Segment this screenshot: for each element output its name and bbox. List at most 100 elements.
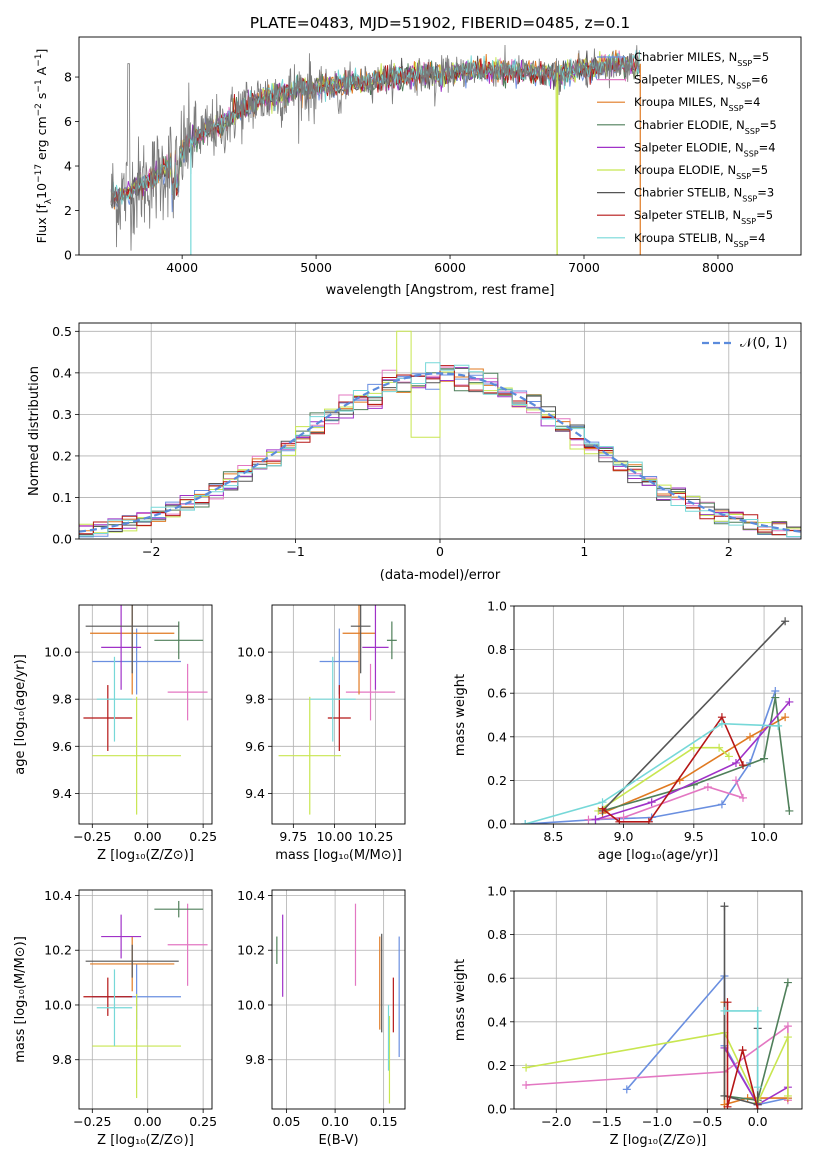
legend-label: 𝒩(0, 1) [740, 336, 787, 351]
x-tick-label: 9.75 [279, 829, 307, 844]
errorbar-chabrier-stelib [350, 605, 371, 674]
x-tick-label: 6000 [434, 260, 466, 275]
x-tick-label: −1.5 [591, 1114, 621, 1129]
errorbar-kroupa-elodie [92, 696, 181, 815]
y-tick-label: 0.4 [52, 365, 72, 380]
series-salpeter-miles [584, 776, 747, 824]
series-line [597, 746, 730, 812]
x-axis-label: Z [log₁₀(Z/Z⊙)] [97, 848, 194, 863]
y-axis-label: mass [log₁₀(M/M⊙)] [13, 936, 28, 1063]
series-marker [783, 1091, 792, 1100]
y-axis-label: Flux [fλ10−17 erg cm−2 s−1 A−1] [34, 49, 54, 244]
y-tick-label: 1.0 [487, 884, 507, 899]
legend-label: Chabrier MILES, NSSP=5 [634, 50, 769, 68]
x-tick-label: −2.0 [541, 1114, 571, 1129]
series-marker [619, 813, 628, 822]
y-tick-label: 0.8 [487, 642, 507, 657]
figure-title: PLATE=0483, MJD=51902, FIBERID=0485, z=0… [250, 14, 631, 32]
errorbar-salpeter-miles [345, 663, 396, 721]
x-tick-label: −2 [142, 544, 160, 559]
errorbar-chabrier-miles [92, 628, 181, 695]
x-axis-label: (data-model)/error [380, 568, 501, 583]
series-marker [785, 697, 794, 706]
legend-label: Salpeter ELODIE, NSSP=4 [634, 140, 776, 158]
series-kroupa-stelib [521, 719, 783, 824]
x-tick-label: 5000 [300, 260, 332, 275]
series-marker [584, 815, 593, 824]
legend-label: Kroupa MILES, NSSP=4 [634, 95, 760, 113]
y-tick-label: 9.6 [52, 739, 72, 754]
series-marker [717, 800, 726, 809]
x-tick-label: −0.5 [692, 1114, 722, 1129]
observed-spectrum [110, 44, 641, 251]
y-tick-label: 2 [64, 203, 72, 218]
y-tick-label: 9.8 [245, 1052, 265, 1067]
x-tick-label: 0.10 [321, 1114, 349, 1129]
x-axis-label: wavelength [Angstrom, rest frame] [326, 283, 555, 298]
y-tick-label: 9.4 [245, 786, 265, 801]
y-tick-label: 0 [64, 248, 72, 263]
y-tick-label: 0.3 [52, 407, 72, 422]
series-marker [720, 902, 729, 911]
axes-frame [78, 322, 802, 540]
spectrum-axes: 4000 5000 6000 7000 8000 0 2 4 6 8 wavelength [Ang… [34, 36, 802, 298]
series-marker [522, 1081, 531, 1090]
y-tick-label: 0.6 [487, 971, 507, 986]
plot-area [79, 330, 801, 538]
x-tick-label: 0.0 [748, 1114, 768, 1129]
series-marker [615, 817, 624, 824]
plots-layer: 4000 5000 6000 7000 8000 0 2 4 6 8 wavelength [Ang… [13, 36, 803, 1148]
x-tick-label: 0.25 [189, 829, 217, 844]
weight-vs-Z-axes: −2.0 −1.5 −1.0 −0.5 0.0 0.0 0.2 0.4 0.6 0.8 1.0 Z [… [453, 884, 803, 1148]
x-axis-label: age [log₁₀(age/yr)] [598, 848, 719, 863]
series-marker [598, 798, 607, 807]
series-kroupa-stelib [720, 1006, 762, 1092]
y-tick-label: 0.6 [487, 686, 507, 701]
x-axis-label: E(B-V) [318, 1133, 358, 1148]
y-tick-label: 0.0 [52, 532, 72, 547]
errorbar-chabrier-elodie [386, 621, 397, 660]
y-tick-label: 0.2 [52, 448, 72, 463]
mass-vs-ebv-axes: 0.05 0.10 0.15 9.8 10.0 10.2 10.4 E(B-V) [237, 888, 406, 1148]
y-tick-label: 0.5 [52, 324, 72, 339]
series-marker [771, 693, 780, 702]
x-tick-label: 4000 [166, 260, 198, 275]
series-marker [785, 806, 794, 815]
x-tick-label: 7000 [568, 260, 600, 275]
series-marker [731, 776, 740, 785]
series-salpeter-stelib [723, 998, 762, 1109]
errorbar-salpeter-elodie [362, 605, 389, 690]
series-marker [753, 1006, 762, 1015]
legend-label: Salpeter STELIB, NSSP=5 [634, 208, 773, 226]
legend-label: Chabrier ELODIE, NSSP=5 [634, 118, 777, 136]
axes-frame [78, 889, 213, 1110]
series-marker [723, 998, 732, 1007]
errorbar-kroupa-stelib [96, 656, 133, 742]
axes-frame [513, 605, 803, 825]
series-marker [724, 752, 733, 761]
x-axis-label: Z [log₁₀(Z/Z⊙)] [610, 1133, 707, 1148]
y-tick-label: 0.4 [487, 1014, 507, 1029]
series-marker [753, 1083, 762, 1092]
normal-curve [79, 372, 801, 533]
y-tick-label: 0.8 [487, 927, 507, 942]
series-marker [753, 1105, 762, 1109]
x-tick-label: 0 [436, 544, 444, 559]
y-tick-label: 0.0 [487, 1102, 507, 1117]
y-tick-label: 10.0 [237, 997, 265, 1012]
mass-vs-Z-axes: −0.25 0.00 0.25 9.8 10.0 10.2 10.4 Z [log₁₀(Z/Z… [13, 888, 217, 1148]
plot-area [83, 900, 208, 1099]
series-line [524, 722, 779, 824]
errorbar-salpeter-elodie [101, 914, 142, 959]
x-tick-label: 0.05 [273, 1114, 301, 1129]
y-axis-label: mass weight [453, 674, 468, 756]
series-line [525, 690, 777, 824]
errorbar-chabrier-stelib [85, 605, 179, 674]
y-tick-label: 10.2 [44, 943, 72, 958]
x-tick-label: 10.25 [358, 829, 394, 844]
y-tick-label: 9.6 [245, 739, 265, 754]
series-marker [783, 978, 792, 987]
legend-label: Salpeter MILES, NSSP=6 [634, 73, 768, 91]
series-marker [717, 719, 726, 728]
plot-area [522, 902, 792, 1109]
